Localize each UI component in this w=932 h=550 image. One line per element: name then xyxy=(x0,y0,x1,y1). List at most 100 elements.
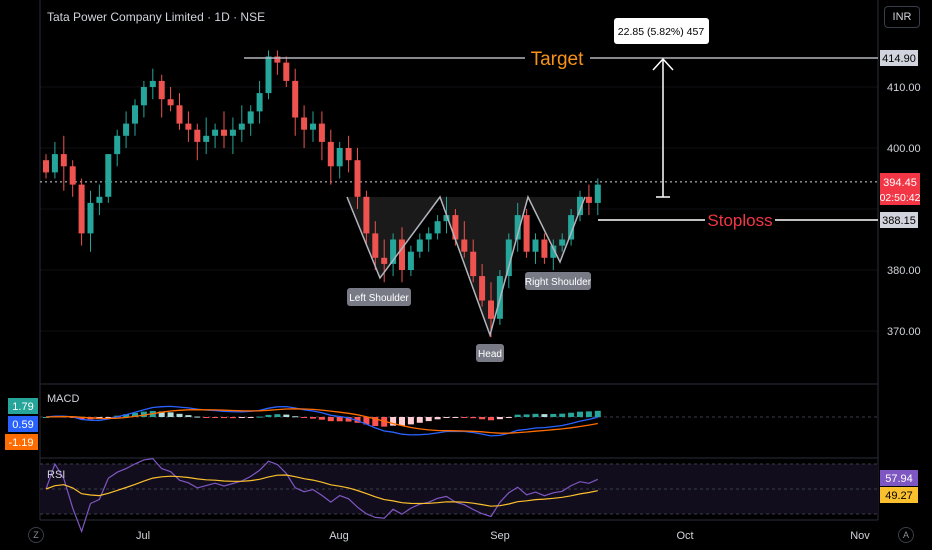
macd-signal-value: -1.19 xyxy=(8,437,33,449)
candle-body xyxy=(363,196,370,234)
macd-histogram-bar xyxy=(594,410,601,417)
macd-histogram-bar xyxy=(345,417,352,422)
macd-histogram-bar xyxy=(274,414,281,417)
auto-scale-left-button[interactable]: Z xyxy=(28,527,44,543)
macd-histogram-bar xyxy=(140,411,147,417)
candle-body xyxy=(78,184,85,234)
candle-body xyxy=(336,148,343,167)
head-box xyxy=(476,344,504,362)
right-shoulder-box xyxy=(525,272,591,290)
candle-body xyxy=(283,62,290,81)
chart-title: Tata Power Company Limited · 1D · NSE xyxy=(47,10,265,24)
macd-badge xyxy=(8,416,38,432)
candle-body xyxy=(185,123,192,130)
measure-label: 22.85 (5.82%) 457 xyxy=(618,26,705,38)
macd-histogram-bar xyxy=(247,417,254,418)
candle-body xyxy=(505,239,512,277)
measure-arrow-head xyxy=(652,57,674,71)
candle-body xyxy=(229,129,236,136)
candle-body xyxy=(416,239,423,252)
macd-histogram-bar xyxy=(229,417,236,419)
candle-body xyxy=(292,80,299,118)
head-label: Head xyxy=(478,349,502,360)
price-tick-label: 370.00 xyxy=(887,326,921,338)
macd-histogram-bar xyxy=(452,417,459,418)
macd-histogram-bar xyxy=(372,417,379,426)
macd-histogram-bar xyxy=(505,417,512,418)
candle-body xyxy=(488,300,494,319)
candle-body xyxy=(514,215,521,240)
candle-body xyxy=(132,105,138,124)
candle-body xyxy=(265,56,272,94)
candle-body xyxy=(140,87,147,106)
right-shoulder-region xyxy=(528,197,585,262)
macd-histogram-bar xyxy=(425,417,432,422)
macd-histogram-bar xyxy=(479,417,486,420)
macd-histogram-bar xyxy=(318,417,325,420)
macd-histogram-bar xyxy=(292,416,299,418)
time-label-nov: Nov xyxy=(850,530,870,542)
macd-histogram-bar xyxy=(488,417,494,421)
macd-histogram-bar xyxy=(167,412,174,417)
time-label-jul: Jul xyxy=(136,530,150,542)
candle-body xyxy=(247,111,254,124)
macd-histogram-bar xyxy=(327,417,334,422)
current-price-text: 394.45 xyxy=(883,177,917,189)
candle-body xyxy=(256,93,263,112)
candle-body xyxy=(577,196,583,216)
macd-histogram-bar xyxy=(514,414,521,417)
macd-histogram xyxy=(43,410,601,427)
rsi-ma-badge xyxy=(880,487,918,503)
macd-histogram-bar xyxy=(132,412,138,417)
candle-body xyxy=(96,196,103,203)
macd-histogram-bar xyxy=(416,417,423,423)
candle-body xyxy=(176,105,183,124)
auto-scale-button[interactable]: A xyxy=(898,527,914,543)
candle-body xyxy=(318,123,325,142)
macd-line xyxy=(45,405,598,437)
measure-box xyxy=(614,18,709,44)
rsi-band xyxy=(40,464,878,514)
macd-histogram-bar xyxy=(336,417,343,422)
macd-histogram-bar xyxy=(105,417,112,418)
stoploss-label: Stoploss xyxy=(707,211,772,230)
candle-body xyxy=(158,80,165,100)
macd-histogram-bar xyxy=(399,417,405,426)
macd-histogram-bar xyxy=(176,413,183,417)
candle-body xyxy=(345,148,352,161)
currency-button[interactable]: INR xyxy=(884,6,920,28)
macd-histogram-bar xyxy=(78,417,85,420)
target-price-badge xyxy=(880,50,918,66)
candle-body xyxy=(381,257,388,264)
candle-body xyxy=(399,239,405,270)
candle-body xyxy=(585,196,592,203)
macd-histogram-bar xyxy=(43,417,49,418)
macd-histogram-bar xyxy=(185,415,192,417)
macd-histogram-bar xyxy=(470,417,477,419)
candle-body xyxy=(310,123,316,130)
macd-signal-badge xyxy=(5,434,38,450)
stoploss-price-badge xyxy=(880,212,918,228)
candle-body xyxy=(541,239,548,258)
candle-body xyxy=(452,215,459,240)
macd-histogram-bar xyxy=(496,417,503,420)
rsi-line xyxy=(45,457,599,534)
candle-body xyxy=(327,141,334,167)
price-tick-label: 410.00 xyxy=(887,82,921,94)
candle-body xyxy=(443,215,450,222)
candle-body xyxy=(194,129,201,142)
left-shoulder-label: Left Shoulder xyxy=(349,293,409,304)
macd-histogram-bar xyxy=(541,414,548,417)
macd-histogram-bar xyxy=(461,417,468,418)
macd-histogram-bar xyxy=(123,414,130,417)
candle-body xyxy=(167,99,174,106)
candle-body xyxy=(301,117,308,130)
macd-histogram-bar xyxy=(283,414,290,417)
macd-histogram-bar xyxy=(363,417,370,425)
right-shoulder-label: Right Shoulder xyxy=(525,277,592,288)
rsi-badge xyxy=(880,470,918,486)
macd-hist-badge xyxy=(8,398,38,414)
candle-body xyxy=(568,215,575,240)
candles xyxy=(43,50,601,338)
